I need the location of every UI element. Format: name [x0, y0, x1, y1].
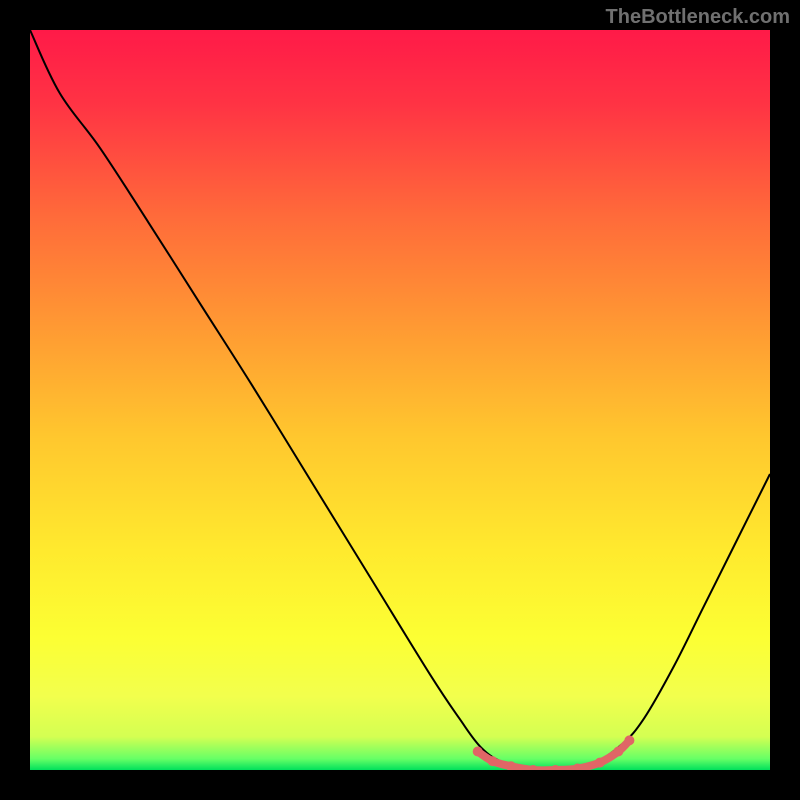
highlight-segment — [473, 735, 635, 770]
watermark-text: TheBottleneck.com — [606, 6, 790, 29]
chart-plot-area — [30, 30, 770, 770]
chart-curve-layer — [30, 30, 770, 770]
main-curve — [30, 30, 770, 770]
